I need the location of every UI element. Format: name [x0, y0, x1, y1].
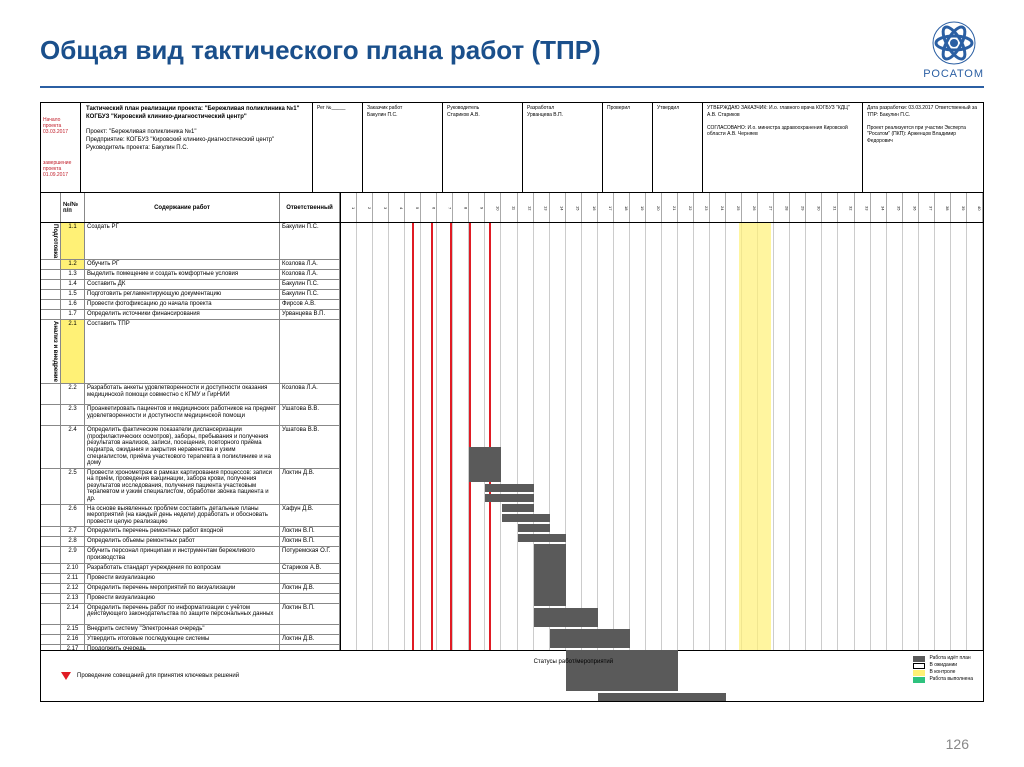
start-date: Начало проекта 03.03.2017	[43, 117, 78, 135]
approve1: УТВЕРЖДАЮ ЗАКАЗЧИК: И.о. главного врача …	[707, 105, 858, 118]
expert: Проект реализуется при участии Эксперта …	[867, 125, 979, 145]
tpr-gantt-chart: Начало проекта 03.03.2017 завершение про…	[40, 102, 984, 702]
table-row: Анализ и внедрение2.1Составить ТПР	[41, 320, 340, 384]
table-row: 2.11Провести визуализацию	[41, 574, 340, 584]
legend-status-title: Статусы работ/мероприятий	[534, 659, 613, 665]
table-row: 2.13Провести визуализацию	[41, 594, 340, 604]
slide-header: Общая вид тактического плана работ (ТПР)…	[40, 20, 984, 88]
red-triangle-icon	[61, 672, 71, 680]
table-row: 2.16Утвердить итоговые последующие систе…	[41, 635, 340, 645]
table-row: 2.7Определить перечень ремонтных работ в…	[41, 527, 340, 537]
table-row: 1.6Провести фотофиксацию до начала проек…	[41, 300, 340, 310]
table-row: 2.17Продолжить очередь	[41, 645, 340, 650]
table-row: 2.10Разработать стандарт учреждения по в…	[41, 564, 340, 574]
rosatom-logo-icon	[931, 20, 977, 66]
table-row: 1.7Определить источники финансированияУр…	[41, 310, 340, 320]
table-row: 2.12Определить перечень мероприятий по в…	[41, 584, 340, 594]
end-date: завершение проекта 01.09.2017	[43, 160, 78, 178]
table-row: 2.6На основе выявленных проблем составит…	[41, 505, 340, 528]
col-header-num: №/№ п/п	[61, 193, 85, 222]
approve2: СОГЛАСОВАНО: И.о. министра здравоохранен…	[707, 125, 858, 138]
page-number: 126	[946, 736, 969, 752]
table-row: 1.5Подготовить регламентирующую документ…	[41, 290, 340, 300]
chart-footer: Проведение совещаний для принятия ключев…	[41, 651, 983, 701]
table-row: 2.9Обучить персонал принципам и инструме…	[41, 547, 340, 563]
table-row: 1.3Выделить помещение и создать комфортн…	[41, 270, 340, 280]
table-row: 2.4Определить фактические показатели дис…	[41, 426, 340, 469]
page-title: Общая вид тактического плана работ (ТПР)	[40, 35, 601, 66]
table-row: Подготовка1.1Создать РГБакулин П.С.	[41, 223, 340, 260]
table-row: 2.14Определить перечень работ по информа…	[41, 604, 340, 625]
reg-no: Рег №_____	[317, 105, 358, 112]
table-row: 2.8Определить объемы ремонтных работЛокт…	[41, 537, 340, 547]
col-header-name: Содержание работ	[85, 193, 280, 222]
rosatom-logo: РОСАТОМ	[923, 20, 984, 80]
legend-box: Работа идёт планВ ожиданииВ контролеРабо…	[913, 655, 973, 683]
table-row: 1.2Обучить РГКозлова Л.А.	[41, 260, 340, 270]
table-row: 2.5Провести хронометраж в рамках картиро…	[41, 469, 340, 505]
logo-text: РОСАТОМ	[923, 68, 984, 80]
info-block: Начало проекта 03.03.2017 завершение про…	[41, 103, 983, 193]
col-header-resp: Ответственный	[280, 193, 340, 222]
table-row: 1.4Составить ДКБакулин П.С.	[41, 280, 340, 290]
dev-date: Дата разработки: 03.03.2017 Ответственны…	[867, 105, 979, 118]
legend-marker-text: Проведение совещаний для принятия ключев…	[77, 673, 239, 679]
gantt-body: №/№ п/п Содержание работ Ответственный П…	[41, 193, 983, 651]
table-row: 2.2Разработать анкеты удовлетворенности …	[41, 384, 340, 405]
enterprise-line: Предприятие: КОГБУЗ "Кировский клинико-д…	[86, 137, 307, 145]
manager-line: Руководитель проекта: Бакулин П.С.	[86, 145, 307, 153]
table-row: 2.3Проанкетировать пациентов и медицинск…	[41, 405, 340, 426]
table-row: 2.15Внедрить систему "Электронная очеред…	[41, 625, 340, 635]
plan-header: Тактический план реализации проекта: "Бе…	[86, 106, 307, 122]
